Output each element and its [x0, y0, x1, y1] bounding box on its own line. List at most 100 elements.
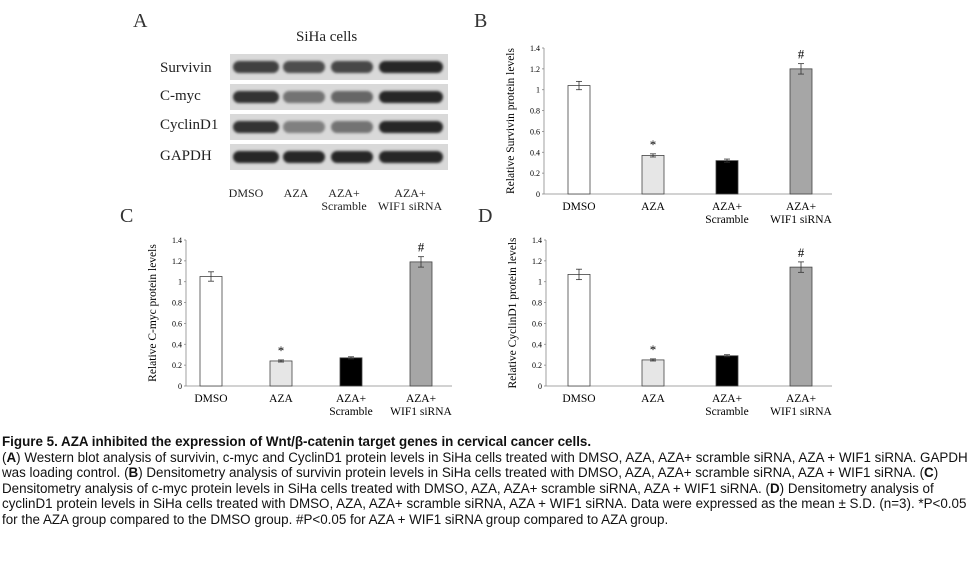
y-tick-label: 1.2: [530, 65, 540, 74]
bar: [641, 359, 665, 387]
x-tick-label: AZA+: [786, 201, 816, 213]
x-tick-label: AZA: [641, 393, 665, 405]
panel-letter-c: C: [120, 205, 134, 227]
x-tick-label: DMSO: [194, 393, 227, 405]
blot-band: [331, 121, 373, 133]
bar: [567, 274, 591, 387]
blot-title: SiHa cells: [296, 29, 358, 45]
y-tick-label: 1.4: [172, 236, 182, 245]
x-tick-label: AZA+: [406, 393, 436, 405]
y-tick-label: 0.4: [172, 340, 182, 349]
bar: [567, 85, 591, 195]
y-tick-label: 0: [536, 190, 540, 199]
y-axis-label: Relative C-myc protein levels: [147, 244, 159, 382]
blot-band: [283, 151, 325, 163]
blot-lane-label: AZA: [283, 186, 309, 200]
y-axis-label: Relative CyclinD1 protein levels: [507, 237, 519, 389]
significance-marker: *: [650, 137, 657, 152]
significance-marker: *: [278, 343, 285, 358]
blot-band: [233, 121, 279, 133]
x-tick-label: AZA+: [712, 393, 742, 405]
caption-ref-a: A: [6, 449, 17, 465]
bar: [789, 68, 813, 195]
y-tick-label: 0.6: [172, 319, 182, 328]
blot-row-2: [230, 114, 448, 140]
y-tick-label: 1.2: [172, 257, 182, 266]
caption-text-d: ) Densitometry analysis of cyclinD1 prot…: [2, 480, 967, 527]
y-tick-label: 0.6: [532, 319, 542, 328]
bar: [789, 266, 813, 387]
blot-band: [283, 121, 325, 133]
y-tick-label: 0.8: [530, 107, 540, 116]
bar: [409, 261, 433, 387]
y-tick-label: 1: [536, 86, 540, 95]
caption-ref-b: B: [128, 465, 139, 480]
x-tick-label: AZA+: [786, 393, 816, 405]
x-tick-label: Scramble: [329, 406, 372, 418]
caption-ref-c: C: [924, 465, 934, 480]
y-tick-label: 0.2: [532, 361, 542, 370]
significance-marker: *: [650, 342, 657, 357]
blot-band: [283, 61, 325, 73]
bar: [339, 357, 363, 387]
bar: [715, 355, 739, 387]
blot-band: [379, 151, 443, 163]
y-tick-label: 0.8: [172, 299, 182, 308]
bar: [269, 360, 293, 387]
y-axis-label: Relative Survivin protein levels: [505, 48, 517, 194]
x-tick-label: DMSO: [562, 393, 595, 405]
y-tick-label: 0: [178, 382, 182, 391]
significance-marker: #: [798, 245, 805, 260]
blot-band: [233, 61, 279, 73]
blot-band: [379, 121, 443, 133]
caption-text-b: ) Densitometry analysis of survivin prot…: [138, 465, 925, 480]
y-tick-label: 0.6: [530, 127, 540, 136]
panel-letter-a: A: [133, 10, 148, 32]
x-tick-label: WIF1 siRNA: [770, 406, 832, 418]
bar: [715, 160, 739, 195]
bar: [199, 276, 223, 387]
blot-row-label-cmyc: C-myc: [160, 88, 201, 104]
caption-body: (A) Western blot analysis of survivin, c…: [2, 449, 968, 527]
chart-d-cyclind1: Relative CyclinD1 protein levels 0 0.2 0.4 0…: [507, 236, 833, 418]
x-tick-label: AZA+: [712, 201, 742, 213]
blot-band: [331, 91, 373, 103]
blot-band: [331, 61, 373, 73]
blot-lane-label: AZA+ Scramble: [321, 186, 367, 213]
y-tick-label: 1: [538, 278, 542, 287]
blot-row-0: [230, 54, 448, 80]
blot-band: [331, 151, 373, 163]
x-tick-label: AZA: [269, 393, 293, 405]
x-tick-label: DMSO: [562, 201, 595, 213]
x-tick-label: AZA+: [336, 393, 366, 405]
significance-marker: #: [418, 240, 425, 255]
blot-band: [379, 91, 443, 103]
chart-b-survivin: Relative Survivin protein levels 0 0.2 0.4 0…: [505, 44, 833, 226]
caption-text-c: ) Densitometry analysis of c-myc protein…: [2, 465, 939, 496]
y-tick-label: 0.2: [530, 169, 540, 178]
y-tick-label: 0: [538, 382, 542, 391]
figure-caption: Figure 5. AZA inhibited the expression o…: [2, 434, 970, 527]
bar: [641, 155, 665, 195]
blot-row-label-survivin: Survivin: [160, 60, 212, 76]
x-tick-label: Scramble: [705, 214, 748, 226]
significance-marker: #: [798, 47, 805, 62]
blot-row-label-cyclind1: CyclinD1: [160, 117, 219, 133]
blot-row-1: [230, 84, 448, 110]
y-tick-label: 1.2: [532, 257, 542, 266]
x-tick-label: WIF1 siRNA: [770, 214, 832, 226]
y-tick-label: 0.2: [172, 361, 182, 370]
blot-band: [379, 61, 443, 73]
chart-c-cmyc: Relative C-myc protein levels 0 0.2 0.4 0.6 0…: [147, 236, 453, 418]
caption-ref-d: D: [769, 480, 780, 496]
blot-row-label-gapdh: GAPDH: [160, 148, 212, 164]
blot-row-3: [230, 144, 448, 170]
y-tick-label: 1: [178, 278, 182, 287]
blot-lane-label: DMSO: [228, 186, 264, 200]
x-tick-label: WIF1 siRNA: [390, 406, 452, 418]
blot-band: [283, 91, 325, 103]
caption-text-a: ) Western blot analysis of survivin, c-m…: [2, 449, 968, 481]
y-tick-label: 1.4: [530, 44, 540, 53]
blot-band: [233, 91, 279, 103]
y-tick-label: 0.4: [530, 148, 540, 157]
